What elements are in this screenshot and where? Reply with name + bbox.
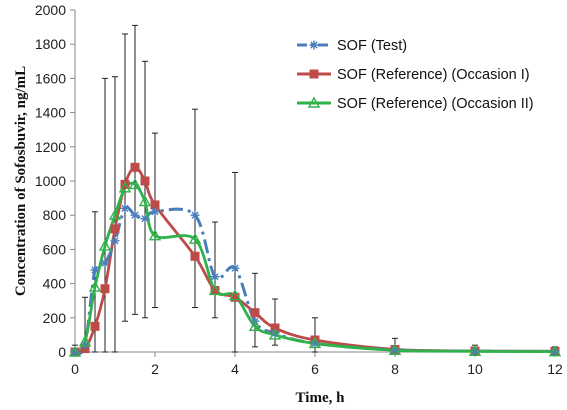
x-tick-label: 10 (467, 361, 483, 377)
data-point-star (140, 214, 150, 224)
data-point-square (250, 308, 260, 318)
legend-entry-label: SOF (Reference) (Occasion II) (337, 96, 534, 112)
data-point-triangle (128, 177, 142, 190)
data-point-star (100, 258, 110, 268)
data-point-star (230, 263, 240, 273)
x-tick-label: 8 (391, 361, 399, 377)
y-tick-label: 2000 (35, 2, 66, 18)
data-point-square (120, 179, 130, 189)
data-point-star (150, 207, 160, 217)
y-tick-label: 1400 (35, 105, 66, 121)
data-point-triangle (308, 337, 322, 349)
data-point-star (120, 203, 130, 213)
data-point-star (310, 338, 320, 348)
data-point-star (130, 210, 140, 220)
data-point-triangle (88, 280, 102, 292)
data-point-triangle (188, 232, 202, 244)
data-point-star (550, 346, 560, 356)
data-point-triangle (248, 319, 262, 332)
y-tick-label: 1800 (35, 36, 66, 52)
data-point-triangle (68, 345, 82, 357)
data-point-star (70, 347, 80, 357)
data-point-triangle (78, 335, 92, 347)
x-axis-title: Time, h (296, 390, 346, 406)
y-axis-title: Concentration of Sofosbuvir, ng/mL (13, 66, 29, 296)
data-point-square (309, 69, 319, 79)
data-point-triangle (228, 289, 242, 301)
data-point-star (309, 40, 319, 50)
x-tick-label: 6 (311, 361, 319, 377)
data-point-triangle (268, 328, 282, 340)
data-point-square (110, 224, 120, 234)
data-point-star (270, 328, 280, 338)
data-point-square (130, 162, 140, 172)
y-tick-label: 200 (43, 310, 67, 326)
legend-entry-label: SOF (Test) (337, 38, 407, 54)
y-tick-label: 600 (43, 241, 67, 257)
y-tick-label: 800 (43, 207, 67, 223)
data-point-square (100, 284, 110, 294)
data-point-triangle (118, 181, 132, 193)
x-tick-label: 12 (547, 361, 563, 377)
data-point-star (470, 346, 480, 356)
x-tick-label: 2 (151, 361, 159, 377)
data-point-star (90, 265, 100, 275)
y-tick-label: 1600 (35, 70, 66, 86)
x-tick-label: 4 (231, 361, 239, 377)
data-point-star (390, 345, 400, 355)
x-tick-label: 0 (71, 361, 79, 377)
data-point-triangle (98, 239, 112, 251)
data-point-square (140, 176, 150, 186)
data-point-square (90, 321, 100, 331)
series-markers (68, 162, 562, 357)
data-point-triangle (468, 344, 482, 357)
legend-entry-label: SOF (Reference) (Occasion I) (337, 67, 530, 83)
data-point-triangle (307, 96, 321, 108)
legend: SOF (Test) SOF (Reference) (Occasion I) SO… (297, 38, 534, 112)
y-tick-label: 0 (58, 344, 66, 360)
data-point-square (190, 251, 200, 261)
data-point-star (210, 272, 220, 282)
data-point-triangle (208, 283, 222, 296)
data-point-triangle (388, 343, 402, 355)
data-point-star (110, 236, 120, 246)
data-point-triangle (548, 345, 562, 357)
y-tick-label: 1200 (35, 139, 66, 155)
axes: 0 200 400 600 800 1000 1200 1400 1600 1800 2000 0 2 4… (35, 2, 563, 377)
data-point-star (190, 210, 200, 220)
series-line (73, 181, 556, 354)
data-point-triangle (108, 208, 122, 220)
data-point-triangle (148, 229, 162, 241)
data-point-triangle (138, 195, 152, 207)
y-tick-label: 1000 (35, 173, 66, 189)
y-tick-label: 400 (43, 276, 67, 292)
